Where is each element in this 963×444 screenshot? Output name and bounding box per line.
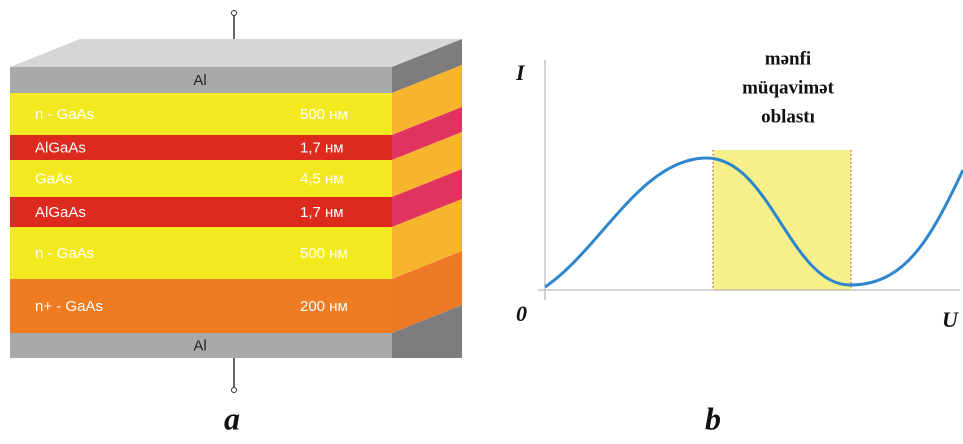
caption: a [224,400,240,436]
page: Al n - GaAs 500 нм AlGaAs 1,7 нм GaAs 4,5 нм Al… [0,0,963,444]
layer-name: Al [193,337,206,354]
layer-thickness: 1,7 нм [300,204,344,221]
caption: b [705,400,721,436]
layer-thickness: 500 нм [300,245,348,262]
layer-thickness: 4,5 нм [300,170,344,187]
layer-thickness: 200 нм [300,298,348,315]
top-face [10,39,462,67]
iv-graph: I 0 U mənfi müqavimət oblastı [515,48,963,332]
bottom-terminal [232,388,237,393]
region-label: mənfi [765,48,811,69]
x-label: U [942,307,959,332]
layer-thickness: 500 нм [300,106,348,123]
layer-name: n+ - GaAs [35,298,103,315]
layer-name: Al [193,72,206,89]
layer-name: GaAs [35,170,73,187]
layer-name: n - GaAs [35,245,94,262]
region-label: oblastı [761,106,815,127]
layer-stack: Al n - GaAs 500 нм AlGaAs 1,7 нм GaAs 4,5 нм Al… [10,11,462,393]
layer-thickness: 1,7 нм [300,139,344,156]
y-label: I [515,60,526,85]
ndr-region [713,150,851,290]
layer-name: n - GaAs [35,106,94,123]
region-label: müqavimət [742,77,835,98]
layer-name: AlGaAs [35,139,86,156]
top-terminal [232,11,237,16]
origin-label: 0 [516,301,527,326]
layer-name: AlGaAs [35,204,86,221]
